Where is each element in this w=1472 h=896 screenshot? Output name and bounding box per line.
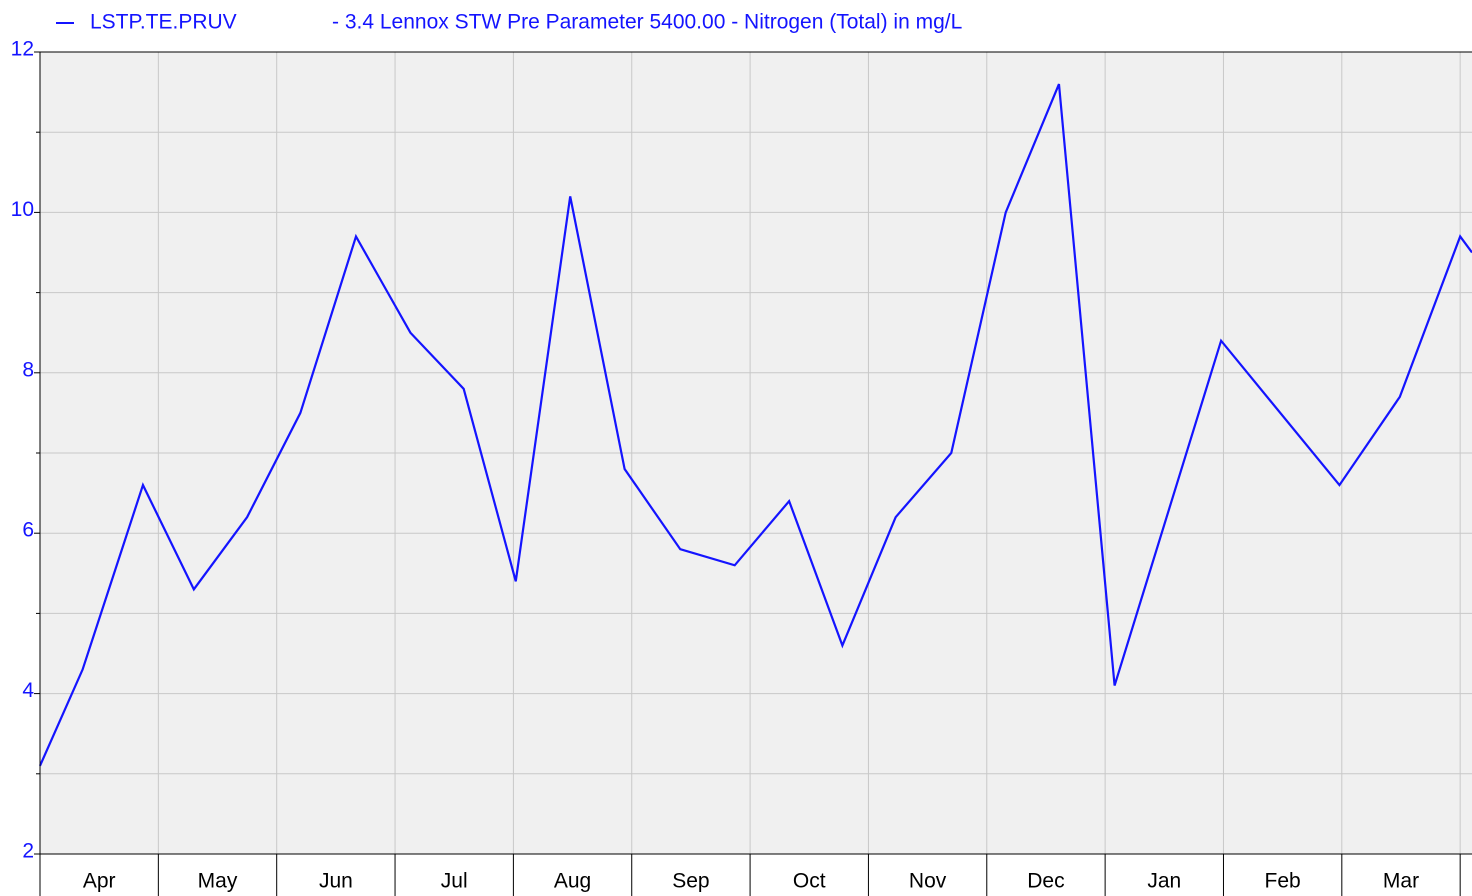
y-tick-label: 4 [22, 679, 34, 702]
y-tick-label: 8 [22, 358, 34, 381]
marks [38, 83, 1472, 767]
x-tick-label: May [198, 870, 238, 893]
x-tick-label: Aug [554, 870, 591, 893]
y-tick-label: 12 [11, 38, 34, 61]
legend-label: LSTP.TE.PRUV [90, 11, 237, 34]
x-tick-label: Mar [1383, 870, 1419, 893]
x-tick-label: Apr [83, 870, 116, 893]
legend-description: - 3.4 Lennox STW Pre Parameter 5400.00 -… [332, 11, 962, 34]
x-tick-label: Jun [319, 870, 353, 893]
x-tick-label: Jul [441, 870, 468, 893]
legend: LSTP.TE.PRUV - 3.4 Lennox STW Pre Parame… [56, 11, 962, 34]
x-tick-label: Sep [672, 870, 709, 893]
y-tick-label: 2 [22, 840, 34, 863]
x-tick-label: Feb [1265, 870, 1301, 893]
x-tick-label: Nov [909, 870, 947, 893]
y-tick-label: 6 [22, 519, 34, 542]
axes: 2 4 6 8 10 12 Apr May Jun Jul Aug Sep Oct Nov Dec Jan Fe… [11, 38, 1472, 896]
x-tick-label: Dec [1027, 870, 1064, 893]
x-tick-label: Jan [1147, 870, 1181, 893]
series-line [38, 83, 1472, 767]
x-tick-label: Oct [793, 870, 826, 893]
y-tick-label: 10 [11, 198, 34, 221]
